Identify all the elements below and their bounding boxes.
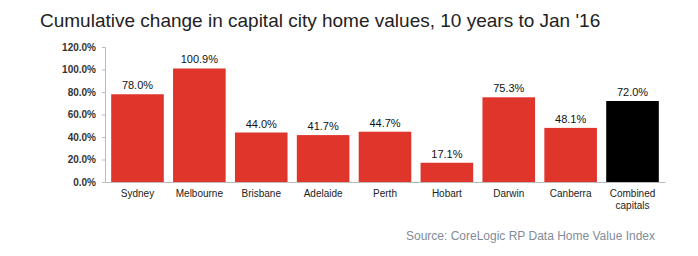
y-tick-mark	[102, 160, 105, 161]
x-tick: Sydney	[121, 182, 154, 199]
y-tick: 60.0%	[68, 109, 105, 120]
y-tick-mark	[102, 70, 105, 71]
bar	[173, 68, 226, 182]
bars	[111, 68, 659, 182]
x-axis: Sydney Melbourne Brisbane Adelaide Perth Hoba…	[106, 182, 666, 211]
y-tick-mark	[102, 47, 105, 48]
x-tick-label: Adelaide	[304, 188, 343, 199]
x-tick-label: Hobart	[432, 188, 462, 199]
y-tick-label: 80.0%	[68, 87, 96, 98]
bar	[544, 128, 597, 182]
x-tick: Darwin	[493, 182, 524, 199]
x-tick: Adelaide	[304, 182, 343, 199]
x-tick-label: Brisbane	[242, 188, 282, 199]
x-tick: Perth	[373, 182, 397, 199]
data-label: 78.0%	[122, 79, 153, 91]
chart: Cumulative change in capital city home v…	[0, 0, 698, 256]
y-tick: 120.0%	[62, 42, 105, 53]
data-label: 75.3%	[493, 82, 524, 94]
x-tick: Melbourne	[176, 182, 224, 199]
bar	[235, 133, 288, 183]
bar	[297, 135, 350, 182]
y-tick-label: 60.0%	[68, 109, 96, 120]
y-tick: 20.0%	[68, 154, 105, 165]
x-tick: Combinedcapitals	[610, 182, 656, 211]
y-tick: 0.0%	[73, 177, 105, 188]
y-tick-label: 20.0%	[68, 154, 96, 165]
bar	[606, 101, 659, 182]
y-tick-mark	[102, 92, 105, 93]
data-label: 48.1%	[555, 113, 586, 125]
y-tick-label: 40.0%	[68, 132, 96, 143]
data-labels: 78.0% 100.9% 44.0% 41.7% 44.7% 17.1% 75.3% 48.1…	[122, 53, 648, 159]
y-tick-label: 120.0%	[62, 42, 96, 53]
y-tick-mark	[102, 137, 105, 138]
x-tick-label: Canberra	[550, 188, 592, 199]
x-tick: Hobart	[432, 182, 462, 199]
data-label: 44.7%	[369, 117, 400, 129]
x-tick-label: Combinedcapitals	[610, 188, 656, 211]
x-tick-label: Darwin	[493, 188, 524, 199]
bar	[482, 97, 535, 182]
x-axis-line	[106, 182, 666, 183]
y-tick: 40.0%	[68, 132, 105, 143]
data-label: 100.9%	[181, 53, 219, 65]
x-tick-label: Perth	[373, 188, 397, 199]
y-tick-label: 100.0%	[62, 64, 96, 75]
plot: 0.0% 20.0% 40.0% 60.0% 80.0% 100.0% 120.0% Sydn…	[62, 42, 665, 211]
data-label: 17.1%	[431, 148, 462, 160]
bar	[111, 94, 164, 182]
data-label: 72.0%	[617, 86, 648, 98]
y-tick-label: 0.0%	[73, 177, 96, 188]
bar	[421, 163, 474, 182]
y-axis-line	[102, 48, 106, 183]
x-tick: Brisbane	[242, 182, 282, 199]
x-tick: Canberra	[550, 182, 592, 199]
y-tick: 80.0%	[68, 87, 105, 98]
y-tick-mark	[102, 182, 105, 183]
y-tick: 100.0%	[62, 64, 105, 75]
data-label: 44.0%	[246, 118, 277, 130]
y-tick-mark	[102, 115, 105, 116]
bar	[359, 132, 412, 182]
data-label: 41.7%	[308, 120, 339, 132]
x-tick-label: Sydney	[121, 188, 154, 199]
title: Cumulative change in capital city home v…	[40, 10, 600, 31]
source: Source: CoreLogic RP Data Home Value Ind…	[406, 229, 655, 243]
x-tick-label: Melbourne	[176, 188, 224, 199]
y-axis: 0.0% 20.0% 40.0% 60.0% 80.0% 100.0% 120.0%	[62, 42, 105, 188]
